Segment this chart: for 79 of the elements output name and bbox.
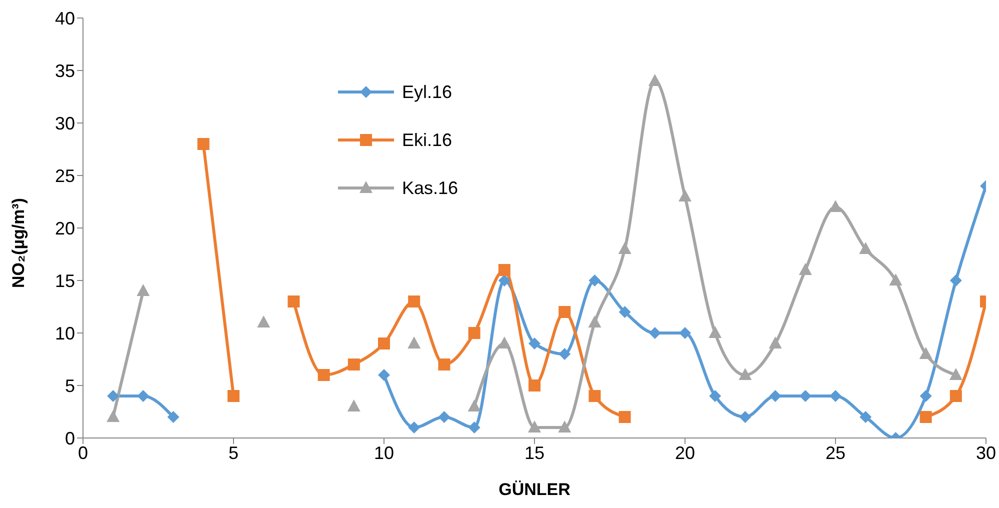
point xyxy=(588,316,602,328)
point xyxy=(739,411,752,423)
point xyxy=(408,422,420,434)
point xyxy=(648,327,661,339)
point xyxy=(889,274,902,286)
point xyxy=(378,369,390,381)
point xyxy=(438,358,450,370)
point xyxy=(768,336,782,348)
point xyxy=(498,274,510,286)
point xyxy=(618,306,631,318)
point xyxy=(228,390,240,402)
point xyxy=(408,336,421,348)
point xyxy=(468,327,480,339)
point xyxy=(618,411,631,423)
point xyxy=(136,284,150,296)
point xyxy=(558,348,571,360)
point xyxy=(528,420,541,432)
x-tick-label: 15 xyxy=(524,442,545,463)
y-tick-label: 40 xyxy=(54,8,75,28)
point xyxy=(950,390,962,402)
y-tick-label: 5 xyxy=(64,376,75,396)
point xyxy=(949,368,962,380)
point xyxy=(106,410,120,422)
x-tick-label: 25 xyxy=(825,442,846,463)
point xyxy=(498,336,511,348)
point xyxy=(709,390,722,402)
x-tick-label: 20 xyxy=(674,442,696,463)
x-tick-label: 0 xyxy=(78,442,88,463)
point xyxy=(378,338,390,350)
point xyxy=(920,411,932,423)
point xyxy=(798,263,812,275)
point xyxy=(288,296,300,308)
point xyxy=(257,316,270,328)
point xyxy=(137,390,150,402)
point xyxy=(107,390,120,402)
x-tick-label: 30 xyxy=(976,442,996,463)
point xyxy=(738,368,752,380)
point xyxy=(347,400,360,412)
point xyxy=(588,390,601,402)
point xyxy=(950,274,962,286)
point xyxy=(167,411,180,423)
point xyxy=(558,420,572,432)
point xyxy=(438,411,450,423)
point xyxy=(318,369,330,381)
point xyxy=(528,338,540,350)
point xyxy=(830,390,842,402)
point xyxy=(678,190,692,202)
point xyxy=(498,264,510,276)
legend-label: Kas.16 xyxy=(402,178,458,198)
y-tick-label: 10 xyxy=(54,323,75,344)
y-tick-label: 25 xyxy=(54,166,75,186)
y-tick-label: 20 xyxy=(54,218,75,238)
point xyxy=(708,326,722,338)
point xyxy=(769,390,782,402)
point xyxy=(348,358,360,370)
point xyxy=(618,242,632,254)
point xyxy=(648,74,662,86)
point xyxy=(859,242,872,254)
point xyxy=(588,274,601,286)
point xyxy=(558,306,571,318)
y-tick-label: 15 xyxy=(54,270,75,291)
point xyxy=(197,138,210,150)
point xyxy=(468,422,480,434)
x-tick-label: 5 xyxy=(228,442,239,463)
point xyxy=(920,390,932,402)
point xyxy=(408,296,420,308)
x-tick-label: 10 xyxy=(374,442,394,463)
y-tick-label: 35 xyxy=(54,60,75,81)
legend-label: Eyl.16 xyxy=(402,82,452,102)
point xyxy=(468,400,481,412)
point xyxy=(528,380,540,392)
point xyxy=(860,411,872,423)
y-axis-title: NO₂(µg/m³) xyxy=(9,198,28,288)
y-tick-label: 0 xyxy=(64,428,75,448)
legend-label: Eki.16 xyxy=(402,130,452,150)
y-tick-label: 30 xyxy=(54,113,75,134)
point xyxy=(679,327,691,339)
x-axis-title: GÜNLER xyxy=(498,480,570,500)
point xyxy=(919,347,932,359)
